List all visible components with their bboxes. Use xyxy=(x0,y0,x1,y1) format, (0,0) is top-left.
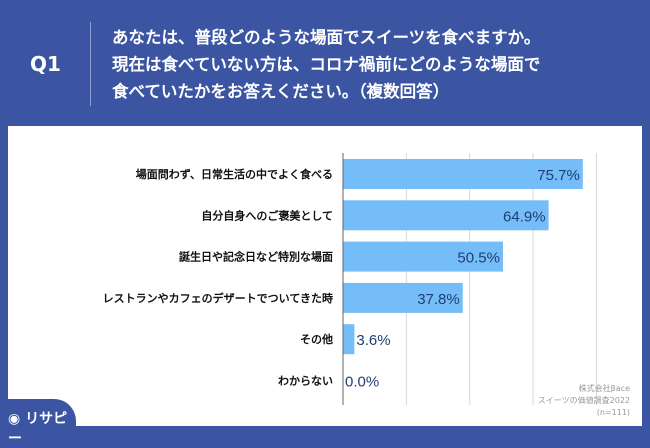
data-label: 0.0% xyxy=(345,374,379,391)
category-label: 自分自身へのご褒美として xyxy=(201,208,333,222)
category-label: わからない xyxy=(278,375,333,388)
bar-chart: 75.7% 場面問わず、日常生活の中でよく食べる 64.9% 自分自身へのご褒美として… xyxy=(103,153,597,405)
bar xyxy=(343,324,355,355)
bar xyxy=(343,159,583,189)
category-label: その他 xyxy=(300,332,333,346)
data-label: 64.9% xyxy=(503,208,546,225)
data-label: 3.6% xyxy=(356,332,390,349)
bar xyxy=(343,200,549,231)
category-label: 場面問わず、日常生活の中でよく食べる xyxy=(136,167,333,181)
category-label: レストランやカフェのデザートでついてきた時 xyxy=(103,291,333,305)
bar xyxy=(343,282,463,313)
logo: ◉ リサピー xyxy=(0,399,76,447)
bar xyxy=(343,241,503,272)
sample-size: (n=111) xyxy=(596,408,630,417)
credit: 株式会社βace スイーツの価値調査2022 (n=111) xyxy=(538,383,630,419)
credit-company: 株式会社βace xyxy=(578,384,630,393)
data-label: 50.5% xyxy=(457,250,500,267)
credit-survey: スイーツの価値調査2022 xyxy=(537,396,630,405)
question-text: あなたは、普段どのような場面でスイーツを食べますか。 現在は食べていない方は、コ… xyxy=(112,28,541,101)
divider xyxy=(90,22,91,106)
question-number: Q1 xyxy=(30,52,61,76)
data-label: 75.7% xyxy=(537,167,580,184)
data-label: 37.8% xyxy=(417,291,460,308)
pin-icon: ◉ xyxy=(8,411,21,427)
category-label: 誕生日や記念日など特別な場面 xyxy=(179,250,333,264)
